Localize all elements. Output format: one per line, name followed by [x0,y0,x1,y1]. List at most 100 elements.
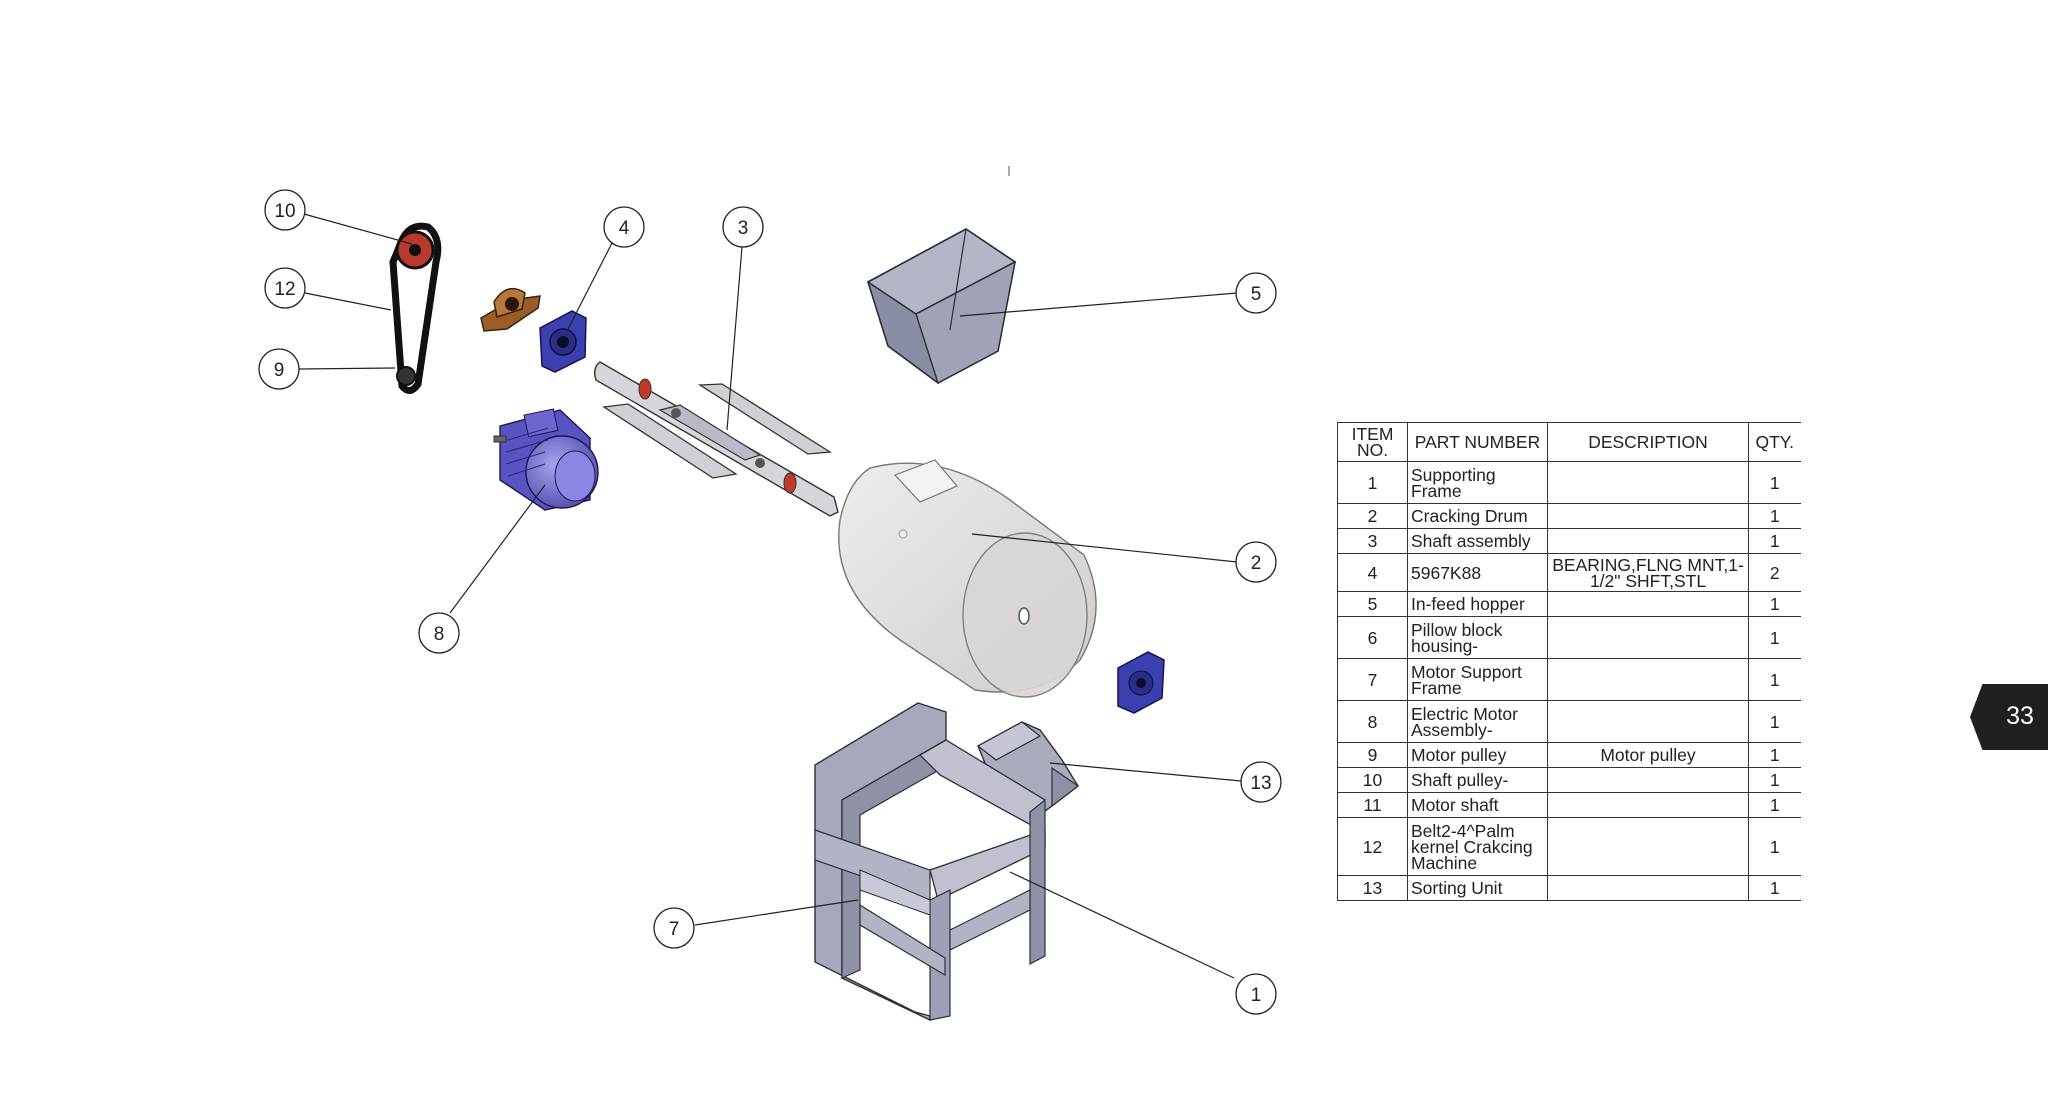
flange-bearing-part-lower [1117,651,1165,714]
sorting-unit-part [976,721,1080,823]
bom-part-number: Motor Support Frame [1407,658,1548,701]
bom-row: 3 Shaft assembly 1 [1337,528,1801,554]
balloon-12: 12 [264,267,306,309]
bom-part-number: Electric Motor Assembly- [1407,700,1548,743]
bom-qty: 1 [1748,700,1801,743]
bom-header-item-no: ITEM NO. [1337,422,1408,462]
belt-and-pulleys-part [389,222,442,394]
balloon-7-label: 7 [669,919,680,940]
bom-description [1547,767,1749,793]
bom-part-number: Sorting Unit [1407,875,1548,901]
bom-part-number: Shaft assembly [1407,528,1548,554]
bom-part-number: In-feed hopper [1407,591,1548,617]
balloon-12-label: 12 [274,279,295,300]
bom-item-no: 8 [1337,700,1408,743]
bom-qty: 1 [1748,616,1801,659]
bom-qty: 1 [1748,658,1801,701]
bom-header-qty: QTY. [1748,422,1801,462]
bom-qty: 1 [1748,503,1801,529]
balloon-8-label: 8 [434,624,445,645]
bom-row: 4 5967K88 BEARING,FLNG MNT,1-1/2" SHFT,STL… [1337,553,1801,592]
bom-qty: 1 [1748,591,1801,617]
bom-part-number: Cracking Drum [1407,503,1548,529]
bom-description [1547,591,1749,617]
bom-row: 9 Motor pulley Motor pulley 1 [1337,742,1801,768]
balloon-10: 10 [264,189,306,231]
bom-row: 8 Electric Motor Assembly- 1 [1337,700,1801,743]
bom-item-no: 13 [1337,875,1408,901]
bom-part-number: Motor shaft [1407,792,1548,818]
bom-qty: 1 [1748,742,1801,768]
bom-header-part-number: PART NUMBER [1407,422,1548,462]
in-feed-hopper-part [866,228,1017,385]
balloon-8: 8 [418,612,460,654]
bom-description [1547,658,1749,701]
balloon-4-label: 4 [619,218,630,239]
bom-qty: 1 [1748,461,1801,504]
balloon-2-label: 2 [1251,553,1262,574]
bom-description [1547,817,1749,876]
electric-motor-part [493,408,599,511]
bom-description: Motor pulley [1547,742,1749,768]
bom-part-number: Supporting Frame [1407,461,1548,504]
bom-description [1547,616,1749,659]
balloon-3-label: 3 [738,218,749,239]
leader-lines [298,213,1242,979]
bom-item-no: 10 [1337,767,1408,793]
bom-part-number: Motor pulley [1407,742,1548,768]
bom-description: BEARING,FLNG MNT,1-1/2" SHFT,STL [1547,553,1749,592]
bom-row: 7 Motor Support Frame 1 [1337,658,1801,701]
bom-qty: 1 [1748,767,1801,793]
bom-row: 10 Shaft pulley- 1 [1337,767,1801,793]
page-number: 33 [2006,702,2034,730]
balloon-7: 7 [653,907,695,949]
bom-row: 11 Motor shaft 1 [1337,792,1801,818]
bom-item-no: 4 [1337,553,1408,592]
flange-bearing-part-upper [539,310,587,373]
balloon-13-label: 13 [1250,773,1271,794]
bom-description [1547,528,1749,554]
bom-item-no: 7 [1337,658,1408,701]
bom-qty: 1 [1748,528,1801,554]
bom-qty: 1 [1748,817,1801,876]
bom-item-no: 6 [1337,616,1408,659]
bom-row: 1 Supporting Frame 1 [1337,461,1801,504]
bom-description [1547,461,1749,504]
bom-qty: 1 [1748,792,1801,818]
bom-row: 5 In-feed hopper 1 [1337,591,1801,617]
bom-item-no: 9 [1337,742,1408,768]
page-number-tab: 33 [1970,684,2048,750]
bom-item-no: 11 [1337,792,1408,818]
bom-row: 12 Belt2-4^Palm kernel Crakcing Machine 1 [1337,817,1801,876]
bom-item-no: 1 [1337,461,1408,504]
bom-header-row: ITEM NO. PART NUMBER DESCRIPTION QTY. [1337,422,1801,462]
bom-item-no: 5 [1337,591,1408,617]
bom-part-number: 5967K88 [1407,553,1548,592]
pillow-block-housing-part [480,287,541,332]
bom-description [1547,503,1749,529]
bom-row: 2 Cracking Drum 1 [1337,503,1801,529]
shaft-assembly-part [593,361,839,517]
bom-part-number: Shaft pulley- [1407,767,1548,793]
bom-description [1547,875,1749,901]
balloon-1: 1 [1235,973,1277,1015]
bom-item-no: 12 [1337,817,1408,876]
balloon-3: 3 [722,206,764,248]
balloon-9: 9 [258,348,300,390]
bom-qty: 1 [1748,875,1801,901]
balloon-4: 4 [603,206,645,248]
cracking-drum-part [838,459,1097,698]
bom-description [1547,700,1749,743]
bom-part-number: Pillow block housing- [1407,616,1548,659]
chevron-tab-icon [1970,684,2048,750]
balloon-2: 2 [1235,541,1277,583]
balloon-5: 5 [1235,272,1277,314]
bom-item-no: 3 [1337,528,1408,554]
balloon-1-label: 1 [1251,985,1262,1006]
balloon-9-label: 9 [274,360,285,381]
bom-item-no: 2 [1337,503,1408,529]
supporting-frame-part [814,702,1046,1022]
bom-row: 6 Pillow block housing- 1 [1337,616,1801,659]
